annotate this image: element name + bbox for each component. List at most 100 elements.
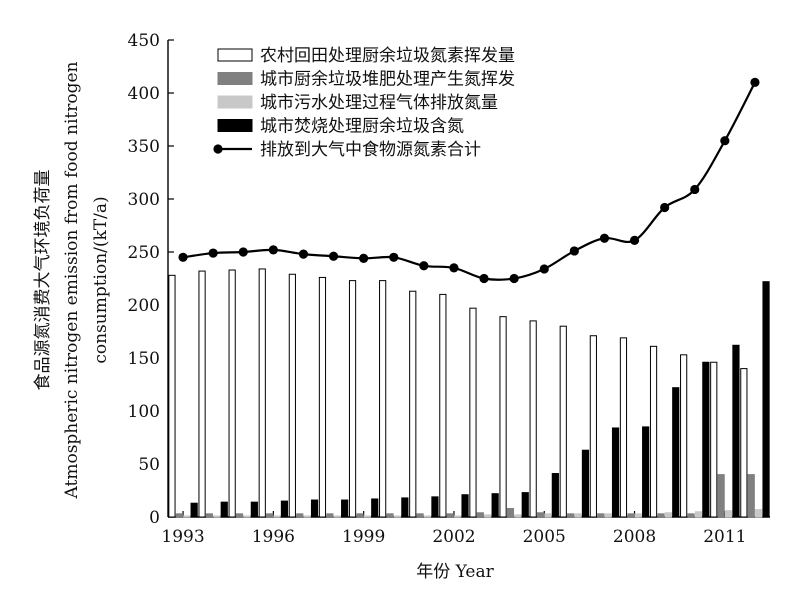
line-point-2011 xyxy=(720,136,730,146)
x-tick-label-1999: 1999 xyxy=(342,527,385,547)
legend-label-4: 排放到大气中食物源氮素合计 xyxy=(260,140,481,160)
bar-s3-2010 xyxy=(702,361,710,518)
bar-s2-2001 xyxy=(423,515,432,518)
bar-s2-2006 xyxy=(574,513,582,518)
y-axis-title: 食品源氮消费大气环境负荷量 Atmospheric nitrogen emiss… xyxy=(33,61,111,499)
bar-s3-2001 xyxy=(431,496,439,518)
bar-s3-1996 xyxy=(280,500,289,518)
y-tick-label-400: 400 xyxy=(128,84,160,104)
y-tick-label-450: 450 xyxy=(128,31,160,51)
bar-s2-2005 xyxy=(544,513,552,518)
line-point-1993 xyxy=(178,252,188,262)
bar-s1-2009 xyxy=(657,513,665,518)
y-tick-label-100: 100 xyxy=(128,402,160,422)
legend: 农村回田处理厨余垃圾氮素挥发量城市厨余垃圾堆肥处理产生氮挥发城市污水处理过程气体… xyxy=(213,46,515,160)
legend-marker-4 xyxy=(213,144,223,154)
line-point-1997 xyxy=(298,249,309,259)
bar-s2-1997 xyxy=(303,515,311,518)
line-point-2005 xyxy=(539,264,549,274)
x-tick-label-2002: 2002 xyxy=(432,527,475,547)
bar-s1-1998 xyxy=(326,513,334,518)
bar-s2-2002 xyxy=(454,515,462,518)
bar-s3-1994 xyxy=(220,501,228,518)
bar-s1-2008 xyxy=(627,513,635,518)
bar-s0-2011 xyxy=(710,361,718,518)
legend-swatch-2 xyxy=(217,95,253,109)
bar-s0-1998 xyxy=(318,276,327,518)
line-point-1999 xyxy=(359,253,369,263)
bar-s3-2006 xyxy=(581,449,590,518)
line-point-2003 xyxy=(479,273,489,284)
bar-s1-2004 xyxy=(506,508,515,518)
legend-label-1: 城市厨余垃圾堆肥处理产生氮挥发 xyxy=(260,70,515,90)
bar-s2-2009 xyxy=(664,512,672,518)
bar-s3-1997 xyxy=(310,499,319,518)
x-axis-title: 年份 Year xyxy=(416,562,494,582)
line-point-1998 xyxy=(328,251,339,261)
y-tick-label-300: 300 xyxy=(128,190,160,210)
line-point-2012 xyxy=(750,77,760,87)
bar-s2-2011 xyxy=(724,510,733,518)
bar-s2-1998 xyxy=(333,515,341,518)
bar-s3-2011 xyxy=(732,344,740,518)
bar-s0-2009 xyxy=(649,345,658,518)
bar-s1-2011 xyxy=(717,474,725,518)
legend-swatch-0 xyxy=(217,48,253,62)
bar-s0-2007 xyxy=(589,335,597,518)
bar-s0-2003 xyxy=(469,307,477,518)
bar-s1-1994 xyxy=(205,513,214,518)
bar-s0-1999 xyxy=(348,280,357,518)
bar-s3-2003 xyxy=(491,493,499,518)
bar-s3-2000 xyxy=(401,497,409,518)
bar-s0-1993 xyxy=(168,274,176,518)
bar-s1-1995 xyxy=(235,513,244,518)
bar-s1-1997 xyxy=(296,513,304,518)
y-tick-label-200: 200 xyxy=(128,296,160,316)
line-point-2010 xyxy=(690,184,700,195)
bar-s2-2012 xyxy=(755,509,763,518)
line-point-1995 xyxy=(238,247,248,257)
bar-s3-2002 xyxy=(461,494,469,518)
bar-s0-2000 xyxy=(379,280,387,518)
bar-s1-2007 xyxy=(597,513,605,518)
bar-s1-2000 xyxy=(386,513,394,518)
bar-s3-2004 xyxy=(521,492,529,518)
x-ticks: 1993 1996 1999 2002 2005 2008 2011 xyxy=(161,511,746,547)
bar-s2-1999 xyxy=(363,515,371,518)
bar-s0-1994 xyxy=(198,270,206,518)
bar-s1-2010 xyxy=(687,513,695,518)
bar-s2-2010 xyxy=(694,511,703,518)
bar-s1-2003 xyxy=(476,512,484,518)
bar-s1-2012 xyxy=(747,474,755,518)
legend-swatch-1 xyxy=(217,72,253,85)
legend-label-0: 农村回田处理厨余垃圾氮素挥发量 xyxy=(260,46,515,66)
bar-s2-2004 xyxy=(514,514,522,518)
bar-s1-2002 xyxy=(446,513,454,518)
legend-swatch-3 xyxy=(217,119,253,132)
bar-s3-2008 xyxy=(642,426,650,518)
bar-s3-1999 xyxy=(371,498,379,518)
bar-s2-1995 xyxy=(243,515,251,518)
bars xyxy=(168,268,770,518)
bar-s2-2007 xyxy=(604,513,612,518)
bar-s2-2000 xyxy=(393,515,402,518)
bar-s1-1999 xyxy=(356,513,364,518)
bar-s3-1998 xyxy=(341,499,349,518)
bar-s3-2012 xyxy=(762,281,770,518)
bar-s2-1993 xyxy=(183,515,191,518)
bar-s0-2010 xyxy=(680,354,688,518)
bar-s3-2007 xyxy=(611,427,620,518)
y-axis-title-line3: consumption/(kT/a) xyxy=(91,196,111,363)
bar-s0-1997 xyxy=(288,273,296,518)
bar-s1-1993 xyxy=(175,513,183,518)
y-ticks: 0 50 100 150 200 250 300 350 400 450 xyxy=(128,31,174,528)
bar-s0-1996 xyxy=(258,268,266,518)
line-point-2008 xyxy=(629,235,640,245)
bar-s3-1995 xyxy=(250,501,258,518)
bar-s0-2002 xyxy=(439,293,447,518)
line-point-1994 xyxy=(208,248,218,258)
bar-s0-2012 xyxy=(740,368,748,518)
line-point-2004 xyxy=(509,273,519,284)
y-axis-title-line1: 食品源氮消费大气环境负荷量 xyxy=(33,170,53,391)
bar-s3-1993 xyxy=(190,502,198,518)
